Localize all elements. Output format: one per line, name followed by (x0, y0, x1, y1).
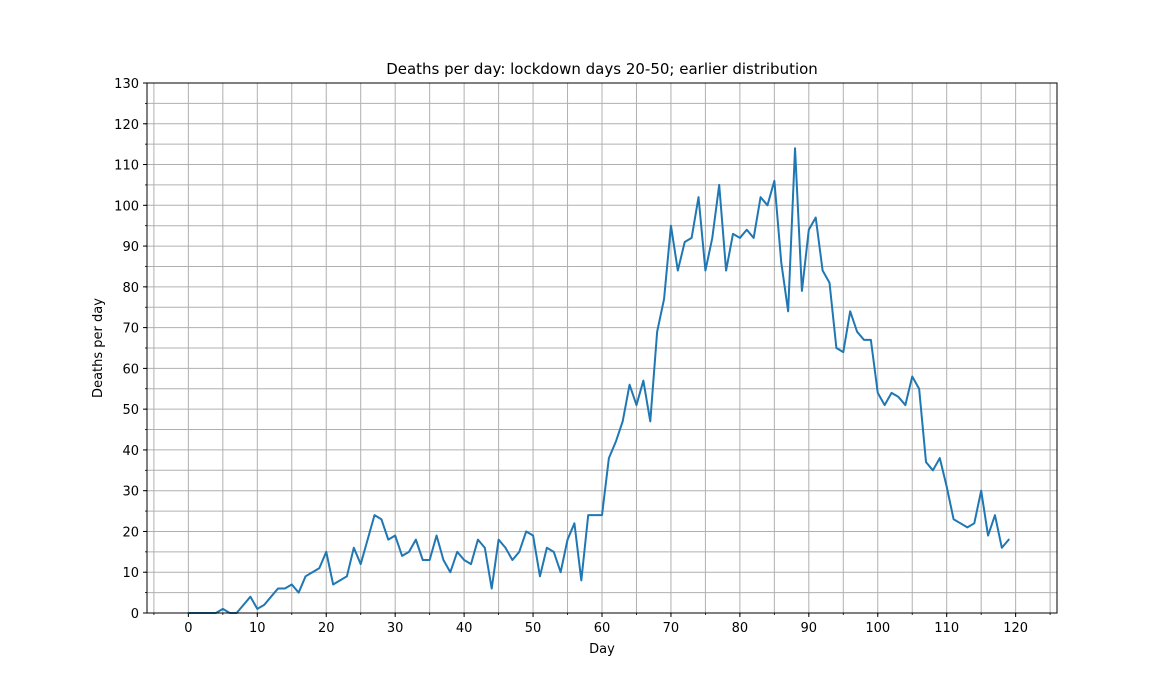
y-axis-label: Deaths per day (91, 298, 106, 398)
y-tick-label: 80 (122, 281, 139, 296)
y-tick-label: 60 (122, 362, 139, 377)
x-tick-label: 30 (387, 621, 404, 636)
y-tick-label: 130 (114, 77, 139, 92)
x-axis-ticks: 0 10 20 30 40 50 60 70 80 90 100 110 120 (184, 613, 1028, 636)
y-tick-label: 20 (122, 525, 139, 540)
x-tick-label: 10 (249, 621, 266, 636)
x-tick-label: 60 (594, 621, 611, 636)
y-axis-ticks: 0 10 20 30 40 50 60 70 80 90 100 110 120 130 (114, 77, 147, 622)
y-tick-label: 10 (122, 566, 139, 581)
series-line-0 (187, 147, 1010, 614)
x-tick-label: 80 (732, 621, 749, 636)
x-axis-label: Day (589, 642, 615, 657)
x-tick-label: 70 (663, 621, 680, 636)
x-tick-label: 20 (318, 621, 335, 636)
y-tick-label: 40 (122, 444, 139, 459)
y-tick-label: 100 (114, 199, 139, 214)
chart-title: Deaths per day: lockdown days 20-50; ear… (386, 60, 818, 78)
y-tick-label: 90 (122, 240, 139, 255)
grid (147, 82, 1057, 614)
y-tick-label: 70 (122, 322, 139, 337)
x-tick-label: 40 (456, 621, 473, 636)
x-tick-label: 50 (525, 621, 542, 636)
x-tick-label: 120 (1003, 621, 1028, 636)
plot-frame (146, 82, 1058, 614)
y-tick-label: 110 (114, 159, 139, 174)
x-tick-label: 90 (801, 621, 818, 636)
series-group (187, 147, 1010, 614)
y-tick-label: 30 (122, 485, 139, 500)
x-tick-label: 110 (934, 621, 959, 636)
y-tick-label: 50 (122, 403, 139, 418)
y-tick-label: 0 (131, 607, 139, 622)
y-tick-label: 120 (114, 118, 139, 133)
x-tick-label: 0 (184, 621, 192, 636)
x-tick-label: 100 (865, 621, 890, 636)
